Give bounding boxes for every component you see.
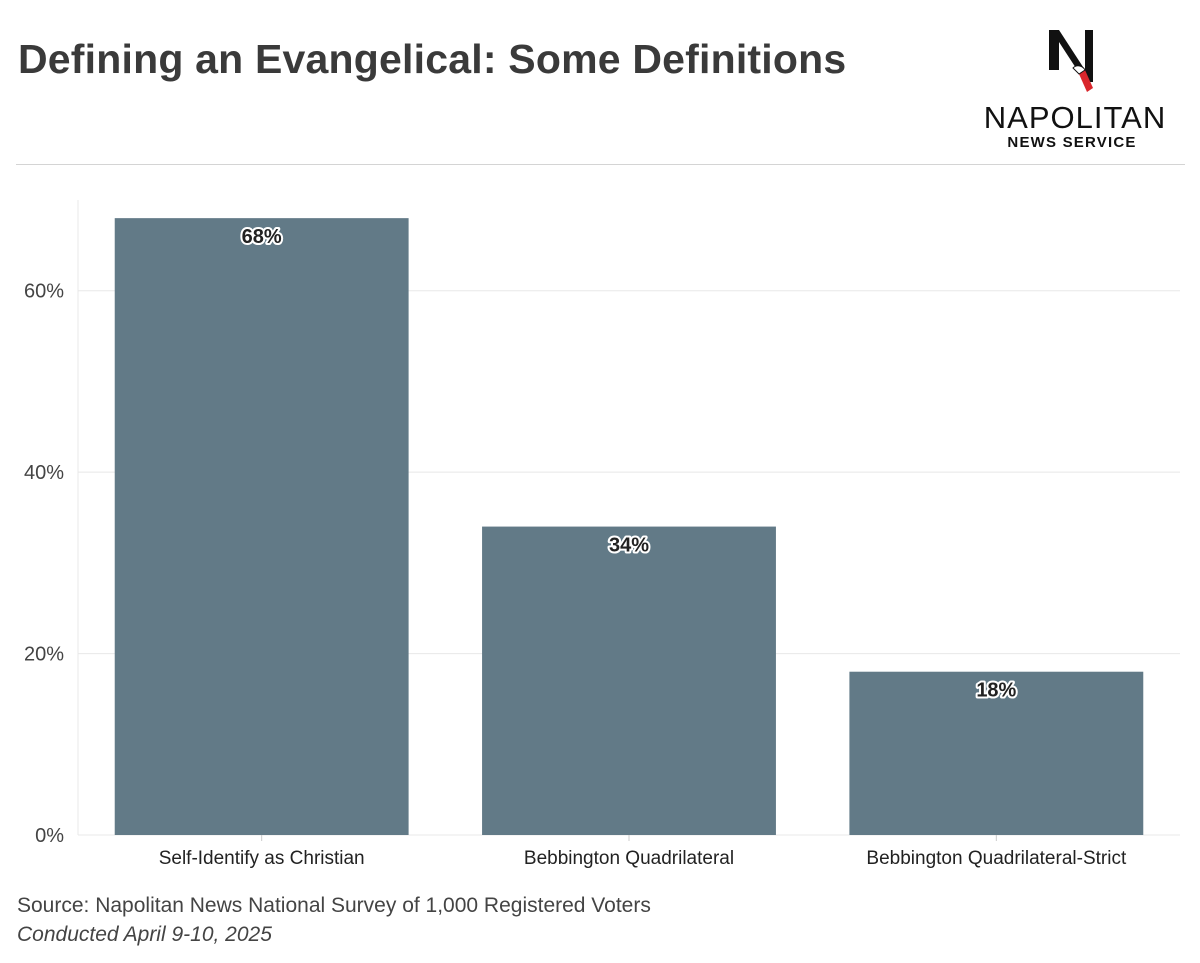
y-tick-label: 20%	[24, 644, 64, 666]
bars	[114, 218, 1144, 836]
bar	[482, 526, 776, 835]
bar-chart: 68% 34% 18% 0% 20% 40% 60% Self-Identify as C…	[24, 200, 1180, 869]
y-axis-ticks: 0% 20% 40% 60%	[24, 281, 64, 847]
napolitan-logo: NAPOLITAN NEWS SERVICE	[972, 26, 1178, 152]
data-label: 34%	[609, 535, 649, 557]
logo-name: NAPOLITAN	[983, 100, 1167, 135]
y-tick-label: 60%	[24, 281, 64, 303]
napolitan-n-icon	[1049, 30, 1093, 92]
conducted-note: Conducted April 9-10, 2025	[17, 923, 272, 946]
header-divider	[16, 164, 1185, 165]
x-tick-label: Bebbington Quadrilateral-Strict	[866, 848, 1127, 869]
data-labels: 68% 34% 18%	[240, 224, 1019, 704]
data-label: 18%	[976, 680, 1016, 702]
y-tick-label: 0%	[35, 825, 64, 847]
data-label: 68%	[242, 226, 282, 248]
x-tick-label: Self-Identify as Christian	[159, 848, 365, 869]
source-note: Source: Napolitan News National Survey o…	[17, 894, 651, 917]
x-tick-label: Bebbington Quadrilateral	[524, 848, 734, 869]
y-tick-label: 40%	[24, 462, 64, 484]
chart-title: Defining an Evangelical: Some Definition…	[18, 36, 847, 82]
x-axis-ticks: Self-Identify as Christian Bebbington Qua…	[159, 835, 1127, 869]
bar	[849, 671, 1144, 835]
logo-subtitle: NEWS SERVICE	[1007, 134, 1137, 151]
bar	[114, 218, 409, 836]
